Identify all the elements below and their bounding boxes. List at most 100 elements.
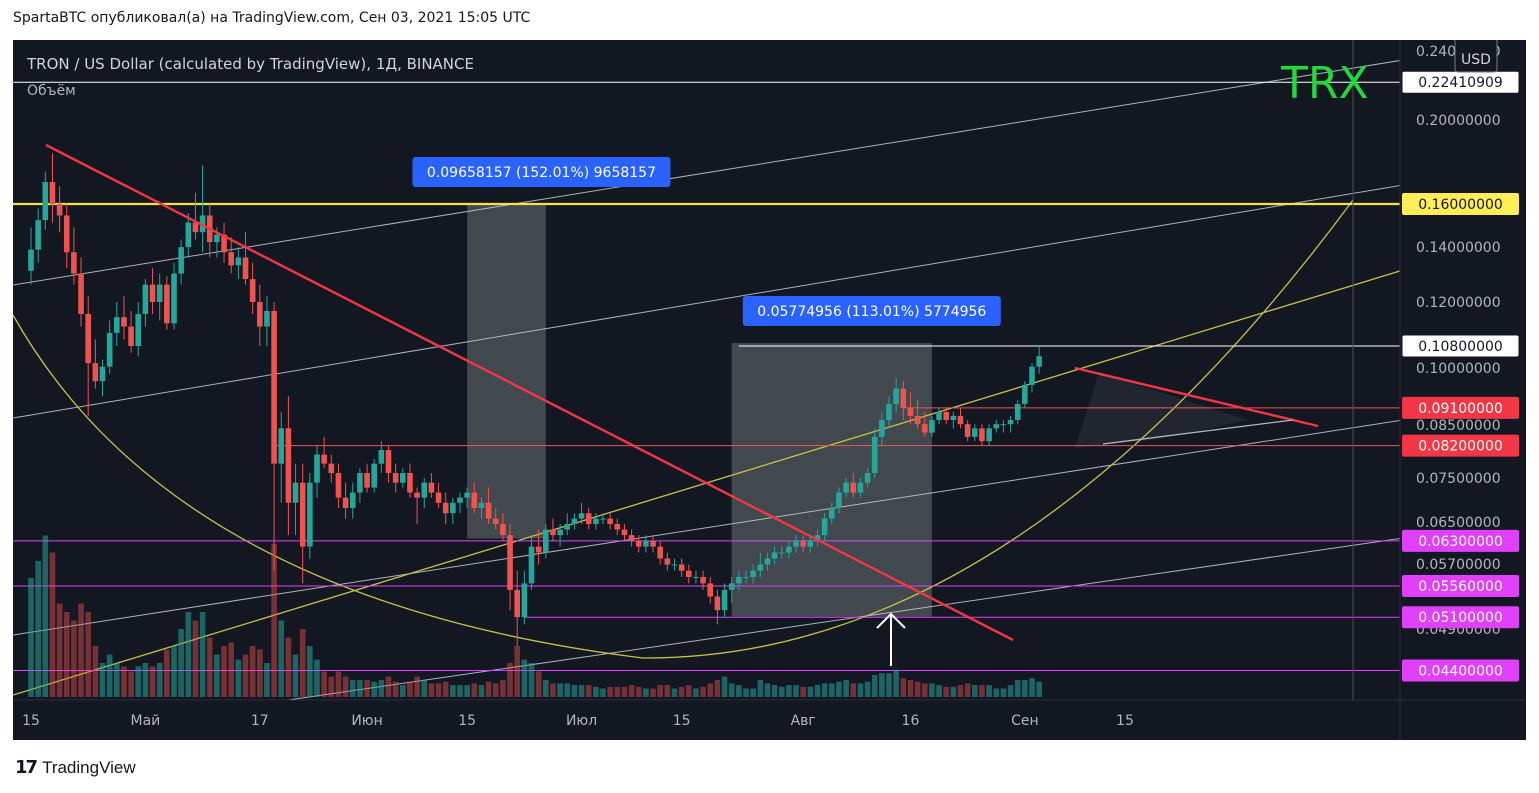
time-tick-label: Июл: [566, 713, 597, 729]
price-badge-label: 0.10800000: [1418, 339, 1503, 355]
candle-body-29: [228, 252, 234, 266]
volume-bar-140: [1022, 680, 1028, 697]
volume-bar-45: [342, 676, 349, 697]
triangle-bottom-line: [1102, 419, 1294, 445]
volume-bar-46: [349, 680, 356, 697]
volume-bar-20: [164, 649, 170, 697]
volume-bar-123: [900, 678, 907, 697]
candle-body-55: [414, 492, 420, 498]
volume-bar-89: [657, 685, 663, 697]
candlestick-chart[interactable]: 0.240000000.200000000.140000000.12000000…: [13, 40, 1526, 740]
volume-bar-136: [993, 688, 1000, 697]
candle-body-116: [850, 482, 857, 493]
volume-bar-5: [56, 603, 63, 697]
candle-body-44: [335, 473, 342, 498]
candle-body-108: [793, 540, 799, 547]
candle-body-132: [964, 424, 971, 437]
volume-bar-66: [492, 683, 499, 697]
volume-bar-16: [135, 666, 142, 697]
volume-bar-101: [743, 688, 749, 697]
price-tick-label: 0.05700000: [1416, 557, 1501, 573]
measurement-badge-2[interactable]: [742, 296, 1001, 327]
volume-bar-70: [521, 659, 528, 697]
price-badge-4[interactable]: [1402, 396, 1519, 419]
volume-bar-3: [42, 535, 49, 697]
volume-bar-22: [178, 629, 184, 697]
volume-bar-125: [914, 681, 921, 697]
volume-bar-34: [264, 663, 270, 697]
price-badge-8[interactable]: [1402, 606, 1519, 629]
candle-body-79: [585, 513, 592, 525]
candle-body-46: [349, 492, 356, 508]
price-badge-5[interactable]: [1402, 434, 1519, 457]
volume-bar-7: [71, 620, 77, 697]
triangle-fill: [1075, 373, 1248, 448]
volume-bar-121: [886, 673, 892, 697]
volume-bar-122: [893, 669, 899, 697]
volume-bar-76: [564, 683, 571, 697]
candle-body-104: [764, 558, 771, 565]
volume-bar-113: [829, 683, 835, 697]
volume-bar-116: [850, 683, 857, 697]
volume-bar-48: [364, 680, 370, 697]
candle-body-68: [507, 535, 513, 590]
price-badge-2[interactable]: [1402, 192, 1519, 215]
volume-bar-120: [879, 673, 885, 697]
volume-bar-126: [921, 683, 928, 697]
price-tick-label: 0.20000000: [1416, 113, 1501, 129]
candle-body-100: [736, 577, 742, 584]
price-badge-3[interactable]: [1401, 334, 1520, 358]
price-badge-label: 0.05560000: [1418, 579, 1503, 595]
price-badge-6[interactable]: [1402, 529, 1519, 552]
candle-body-86: [635, 540, 642, 547]
volume-bar-104: [764, 683, 771, 697]
candle-body-32: [249, 279, 256, 302]
time-axis[interactable]: 15 Май 17 Июн 15 Июл 15 Авг 16 Сен 15: [22, 713, 1134, 729]
volume-bar-92: [678, 686, 685, 697]
candle-body-77: [571, 518, 578, 525]
volume-bar-27: [214, 654, 220, 697]
candle-body-4: [49, 182, 56, 204]
volume-bar-82: [607, 686, 613, 697]
candle-body-2: [35, 220, 41, 250]
candle-body-31: [242, 257, 249, 280]
volume-bar-107: [786, 685, 792, 697]
price-badge-7[interactable]: [1402, 574, 1519, 597]
volume-bar-17: [142, 663, 149, 697]
candle-body-22: [178, 247, 184, 274]
price-tick-label: 0.12000000: [1416, 295, 1501, 311]
volume-bar-135: [986, 685, 992, 697]
tradingview-brand: TradingView: [42, 757, 136, 777]
volume-bar-56: [421, 680, 428, 697]
candle-body-40: [307, 482, 313, 547]
chart-area[interactable]: 0.240000000.200000000.140000000.12000000…: [13, 40, 1526, 740]
candle-body-25: [199, 215, 206, 233]
volume-bar-91: [671, 688, 678, 697]
descending-trendline: [45, 143, 1014, 642]
volume-bar-23: [185, 612, 192, 697]
measurement-badges[interactable]: 0.09658157 (152.01%) 9658157 0.05774956 (…: [412, 156, 1001, 327]
candle-body-14: [121, 317, 127, 327]
volume-bar-119: [871, 674, 878, 697]
candle-body-27: [214, 234, 220, 243]
volume-bar-57: [428, 683, 435, 697]
candle-body-84: [621, 529, 628, 536]
candle-body-90: [664, 558, 671, 565]
candle-body-125: [914, 415, 921, 425]
volume-bar-18: [149, 666, 156, 697]
volume-bar-103: [757, 680, 764, 697]
volume-bar-8: [78, 603, 84, 697]
channel-line-4: [284, 537, 1400, 700]
measurement-badge-1[interactable]: [412, 156, 671, 187]
volume-bar-53: [400, 685, 406, 697]
currency-badge[interactable]: [1454, 40, 1498, 73]
volume-bar-129: [943, 686, 949, 697]
candle-body-3: [42, 182, 49, 221]
volume-bar-67: [500, 680, 506, 697]
candle-body-37: [285, 428, 292, 503]
volume-bar-85: [628, 685, 635, 697]
volume-bar-51: [385, 676, 392, 697]
volume-bar-60: [450, 685, 456, 697]
candle-body-67: [500, 524, 506, 536]
price-badge-9[interactable]: [1402, 659, 1519, 682]
